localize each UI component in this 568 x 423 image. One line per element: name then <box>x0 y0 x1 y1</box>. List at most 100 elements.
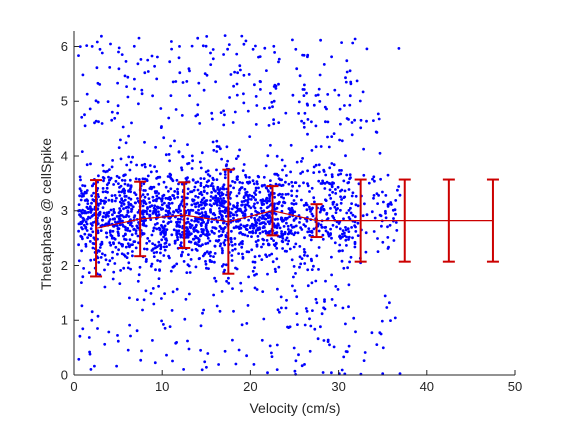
scatter-point <box>272 239 275 243</box>
scatter-point <box>336 207 339 210</box>
scatter-point <box>317 268 320 271</box>
scatter-point <box>166 175 170 178</box>
scatter-point <box>310 120 313 124</box>
scatter-point <box>317 229 321 233</box>
scatter-point <box>190 167 194 170</box>
scatter-point <box>280 230 283 233</box>
scatter-point <box>365 47 369 51</box>
scatter-point <box>273 218 277 221</box>
scatter-point <box>147 197 151 201</box>
scatter-point <box>300 198 303 202</box>
scatter-point <box>298 265 301 269</box>
scatter-point <box>285 221 288 225</box>
scatter-point <box>173 241 177 245</box>
scatter-point <box>273 51 276 54</box>
scatter-point <box>101 252 104 256</box>
scatter-point <box>334 304 337 307</box>
scatter-point <box>255 243 259 247</box>
scatter-point <box>171 265 175 269</box>
scatter-point <box>120 178 124 182</box>
scatter-point <box>292 346 296 350</box>
x-tick-label: 40 <box>420 379 434 394</box>
scatter-point <box>122 207 125 211</box>
scatter-point <box>321 181 325 185</box>
scatter-point <box>247 275 251 279</box>
scatter-point <box>323 187 327 190</box>
y-tick-label: 5 <box>61 94 68 109</box>
scatter-point <box>109 208 113 212</box>
scatter-point <box>372 175 376 179</box>
scatter-point <box>100 240 104 244</box>
scatter-point <box>393 208 397 212</box>
scatter-point <box>211 48 215 51</box>
scatter-point <box>318 210 322 214</box>
scatter-point <box>222 241 226 245</box>
scatter-point <box>176 235 179 239</box>
scatter-point <box>215 139 219 143</box>
scatter-point <box>225 145 229 149</box>
scatter-point <box>347 209 351 212</box>
scatter-point <box>282 219 285 223</box>
scatter-point <box>235 52 239 56</box>
scatter-point <box>91 242 95 245</box>
scatter-point <box>252 226 256 230</box>
scatter-point <box>157 240 161 244</box>
scatter-point <box>254 186 258 190</box>
scatter-point <box>274 212 278 216</box>
scatter-point <box>244 39 248 43</box>
scatter-point <box>235 93 239 97</box>
scatter-point <box>355 79 359 83</box>
scatter-point <box>158 268 161 271</box>
scatter-point <box>275 172 279 176</box>
scatter-point <box>384 194 388 197</box>
scatter-point <box>200 221 204 225</box>
scatter-point <box>80 304 84 308</box>
scatter-point <box>143 165 147 169</box>
scatter-point <box>127 196 131 200</box>
scatter-point <box>156 55 159 59</box>
scatter-point <box>241 169 245 173</box>
scatter-point <box>254 240 258 244</box>
scatter-point <box>173 190 177 193</box>
scatter-point <box>169 269 173 273</box>
scatter-point <box>324 173 328 177</box>
scatter-point <box>336 288 340 291</box>
scatter-point <box>231 244 234 247</box>
scatter-point <box>306 103 309 107</box>
scatter-point <box>307 227 311 231</box>
scatter-point <box>160 225 164 228</box>
scatter-point <box>82 267 85 270</box>
scatter-point <box>153 361 157 365</box>
scatter-point <box>317 222 320 226</box>
scatter-point <box>223 211 227 215</box>
scatter-point <box>324 225 328 229</box>
scatter-point <box>145 247 149 251</box>
scatter-point <box>77 357 81 361</box>
scatter-point <box>351 236 354 240</box>
scatter-point <box>291 208 294 212</box>
scatter-point <box>338 169 341 172</box>
scatter-point <box>136 62 140 66</box>
scatter-point <box>120 202 123 205</box>
scatter-point <box>157 284 161 288</box>
scatter-point <box>213 232 216 235</box>
scatter-point <box>266 199 269 203</box>
scatter-point <box>86 202 90 206</box>
scatter-point <box>231 287 234 290</box>
scatter-point <box>378 151 382 155</box>
scatter-point <box>251 260 255 264</box>
scatter-point <box>176 187 179 191</box>
scatter-point <box>191 178 195 182</box>
scatter-point <box>286 216 289 220</box>
scatter-point <box>190 154 194 158</box>
scatter-point <box>273 225 277 229</box>
scatter-point <box>155 199 158 203</box>
x-tick-label: 10 <box>155 379 169 394</box>
scatter-point <box>289 223 293 227</box>
scatter-point <box>148 213 152 217</box>
scatter-point <box>142 232 146 236</box>
scatter-point <box>243 187 247 191</box>
scatter-point <box>203 214 207 218</box>
scatter-point <box>222 109 226 113</box>
